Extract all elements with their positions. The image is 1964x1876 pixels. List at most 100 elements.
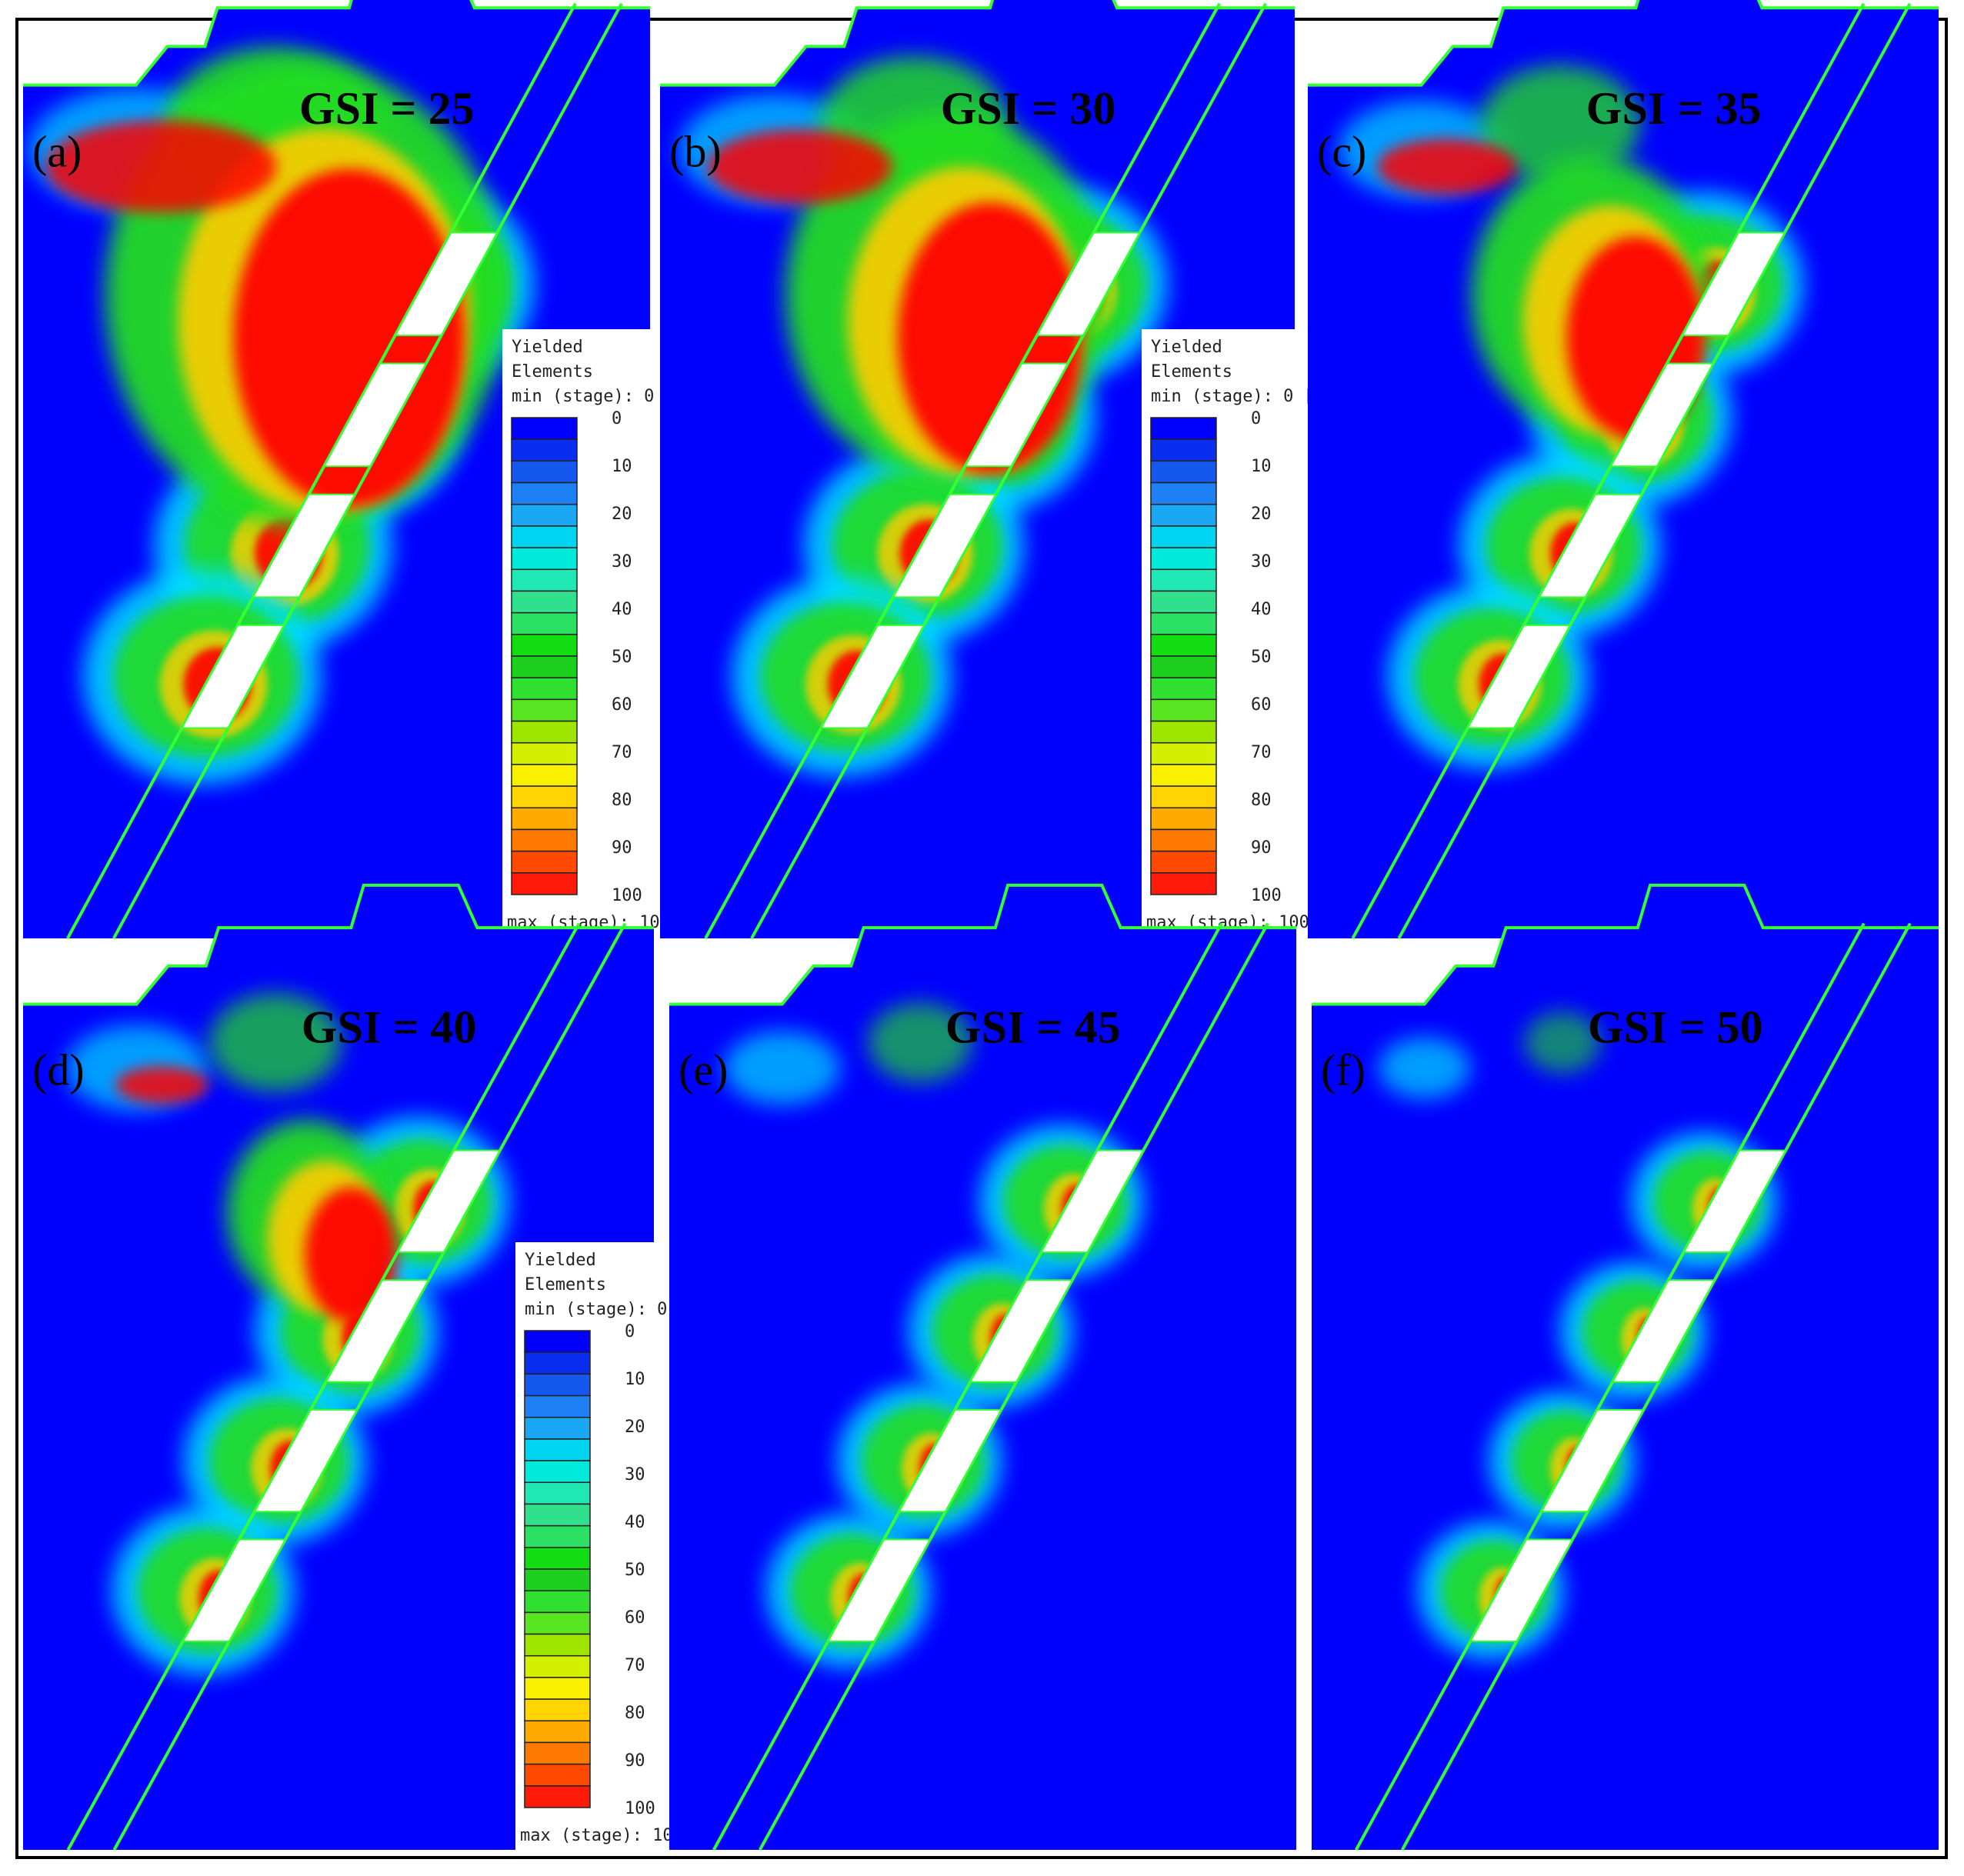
legend-tick-label: 20 (1251, 505, 1272, 524)
legend-tick-label: 50 (1251, 648, 1272, 667)
stopes (826, 1149, 1145, 1642)
legend-swatch (1150, 525, 1217, 548)
stope-3 (252, 493, 357, 598)
panel-letter: (d) (32, 1045, 85, 1095)
stope-2 (1609, 362, 1715, 468)
seam-line (750, 2, 1268, 939)
legend-swatch (1150, 807, 1217, 831)
legend-swatch (524, 1547, 591, 1570)
legend-tick-label: 60 (1251, 695, 1272, 715)
stope-1 (1681, 232, 1786, 337)
legend-swatch (511, 525, 578, 548)
legend-swatch (524, 1785, 591, 1808)
legend-swatch (511, 481, 578, 505)
panel-letter: (e) (679, 1045, 728, 1095)
seam-boundaries (66, 2, 623, 939)
legend-tick-label: 10 (625, 1370, 645, 1389)
legend-tick-label: 70 (625, 1656, 645, 1675)
legend-title-line2: Elements (525, 1275, 606, 1295)
legend-tick-label: 10 (1251, 457, 1272, 476)
ground-surface (660, 0, 1295, 87)
seam-boundaries (1355, 922, 1912, 1851)
seam-boundaries (704, 2, 1268, 939)
panel-title: GSI = 35 (1586, 83, 1762, 134)
legend-tick-label: 80 (612, 791, 632, 810)
legend-tick-label: 70 (612, 743, 632, 762)
legend-tick-label: 70 (1251, 743, 1272, 762)
stope-3 (253, 1408, 358, 1513)
legend-swatch (1150, 438, 1217, 462)
stope-1 (396, 1149, 502, 1254)
seam-line (1397, 2, 1912, 939)
panel-title: GSI = 40 (302, 1001, 477, 1052)
legend-swatch (1150, 611, 1217, 635)
legend-swatch (1150, 677, 1217, 701)
legend-swatch (1150, 590, 1217, 614)
stope-2 (1611, 1279, 1716, 1383)
seam-line (704, 2, 1222, 939)
panel-letter: (b) (669, 127, 722, 177)
legend-swatch (511, 720, 578, 744)
legend-swatch (511, 850, 578, 874)
legend-swatch (511, 698, 578, 722)
stope-1 (1035, 232, 1142, 337)
seam-line (712, 922, 1223, 1851)
panel-b-contours (660, 0, 1295, 939)
legend-title-line1: Yielded (1151, 338, 1222, 357)
stope-3 (1538, 493, 1643, 598)
legend-swatch (1150, 568, 1217, 592)
legend-swatch (1150, 764, 1217, 787)
seam-line (66, 922, 581, 1851)
legend-swatch (511, 677, 578, 701)
ground-surface (23, 883, 654, 1006)
legend-swatch (524, 1633, 591, 1657)
seam-line (1355, 922, 1866, 1851)
panel-letter: (f) (1321, 1045, 1365, 1095)
panel-f: GSI = 50 (f) (1312, 883, 1939, 1851)
panel-title: GSI = 30 (941, 83, 1116, 134)
panel-letter: (c) (1317, 127, 1366, 177)
legend-tick-label: 30 (625, 1465, 645, 1484)
legend-swatch (511, 590, 578, 614)
panel-f-contours (1312, 883, 1939, 1851)
legend-swatch (524, 1590, 591, 1614)
legend-swatch (1150, 850, 1217, 874)
stopes (1466, 232, 1786, 729)
legend-swatch (511, 634, 578, 657)
stope-3 (1540, 1408, 1646, 1513)
legend-swatch (1150, 634, 1217, 657)
panel-a-contours (23, 0, 650, 939)
legend-tick-label: 0 (625, 1322, 635, 1341)
legend-swatch (524, 1720, 591, 1744)
legend-title-line1: Yielded (512, 338, 583, 357)
stopes (819, 232, 1142, 729)
stope-4 (819, 624, 925, 729)
legend-tick-label: 10 (612, 457, 632, 476)
stope-2 (322, 362, 428, 468)
stope-4 (182, 1538, 287, 1642)
legend-swatch (511, 872, 578, 895)
legend-swatch (1150, 741, 1217, 765)
stope-2 (325, 1279, 430, 1383)
seam-line (112, 2, 623, 939)
legend-swatch (524, 1677, 591, 1700)
legend-tick-label: 50 (625, 1561, 645, 1580)
legend-swatch (524, 1330, 591, 1353)
legend-swatch (511, 438, 578, 462)
panel-c-contours (1308, 0, 1939, 939)
stope-2 (969, 1279, 1074, 1383)
legend-tick-label: 40 (1251, 600, 1272, 619)
legend-swatch (1150, 872, 1217, 895)
legend-tick-label: 30 (612, 552, 632, 571)
legend-tick-label: 100 (1251, 886, 1282, 905)
legend-swatch (524, 1503, 591, 1527)
stope-1 (1682, 1149, 1787, 1254)
stope-4 (1469, 1538, 1574, 1642)
legend-tick-label: 80 (1251, 791, 1272, 810)
legend-swatch (524, 1351, 591, 1375)
seam-boundaries (1351, 2, 1912, 939)
stope-2 (963, 362, 1069, 468)
